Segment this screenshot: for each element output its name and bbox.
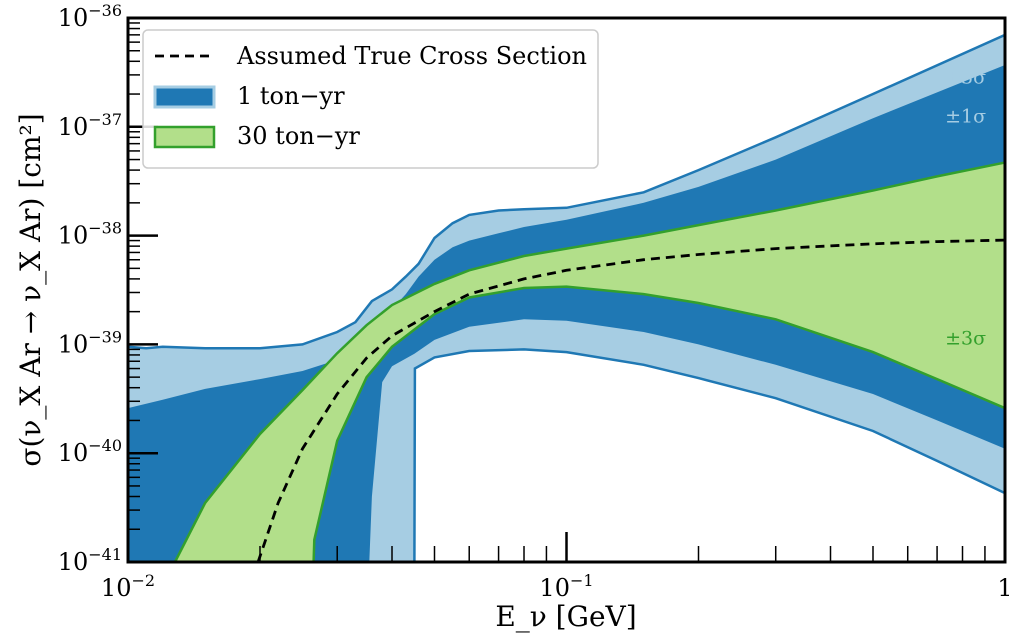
annotation-one_ton: ±3σ [945,67,986,89]
legend-label-true: Assumed True Cross Section [236,42,587,70]
legend-swatch-30ton [153,125,216,149]
x-axis-label: E_ν [GeV] [495,600,636,633]
x-tick-label: 10−1 [539,571,593,602]
annotation-thirty_ton: ±3σ [945,327,986,349]
legend-label-thirty_ton: 30 ton−yr [237,122,360,150]
legend-swatch-1ton [153,85,216,109]
ticks-layer: 10−2 10−1 1 10−41 10−40 10−39 10−38 10−37 10−36 [58,1,1009,602]
y-axis-label: σ(ν_X Ar → ν_X Ar) [cm²] [14,113,47,466]
band-1ton-1sigma [128,65,1005,562]
y-tick-label: 10−36 [58,1,122,32]
y-tick-label: 10−37 [58,110,122,141]
plot-frame [126,16,1007,564]
bands-layer [128,33,1005,562]
lines-layer [256,238,1005,562]
y-tick-label: 10−38 [58,219,122,250]
y-tick-label: 10−40 [58,436,122,467]
annotation-one_ton: ±1σ [945,105,986,127]
annotations-layer: ±3σ ±1σ ±3σ [945,67,986,350]
x-tick-label: 1 [997,574,1009,602]
band-30ton-3sigma [173,161,1005,562]
y-tick-label: 10−39 [58,327,122,358]
legend-box [142,29,599,169]
legend-label-one_ton: 1 ton−yr [237,82,345,110]
true-cross-section-line [256,238,1005,562]
legend: Assumed True Cross Section 1 ton−yr 30 ton… [142,29,599,169]
y-tick-label: 10−41 [58,545,122,576]
x-tick-label: 10−2 [101,571,155,602]
